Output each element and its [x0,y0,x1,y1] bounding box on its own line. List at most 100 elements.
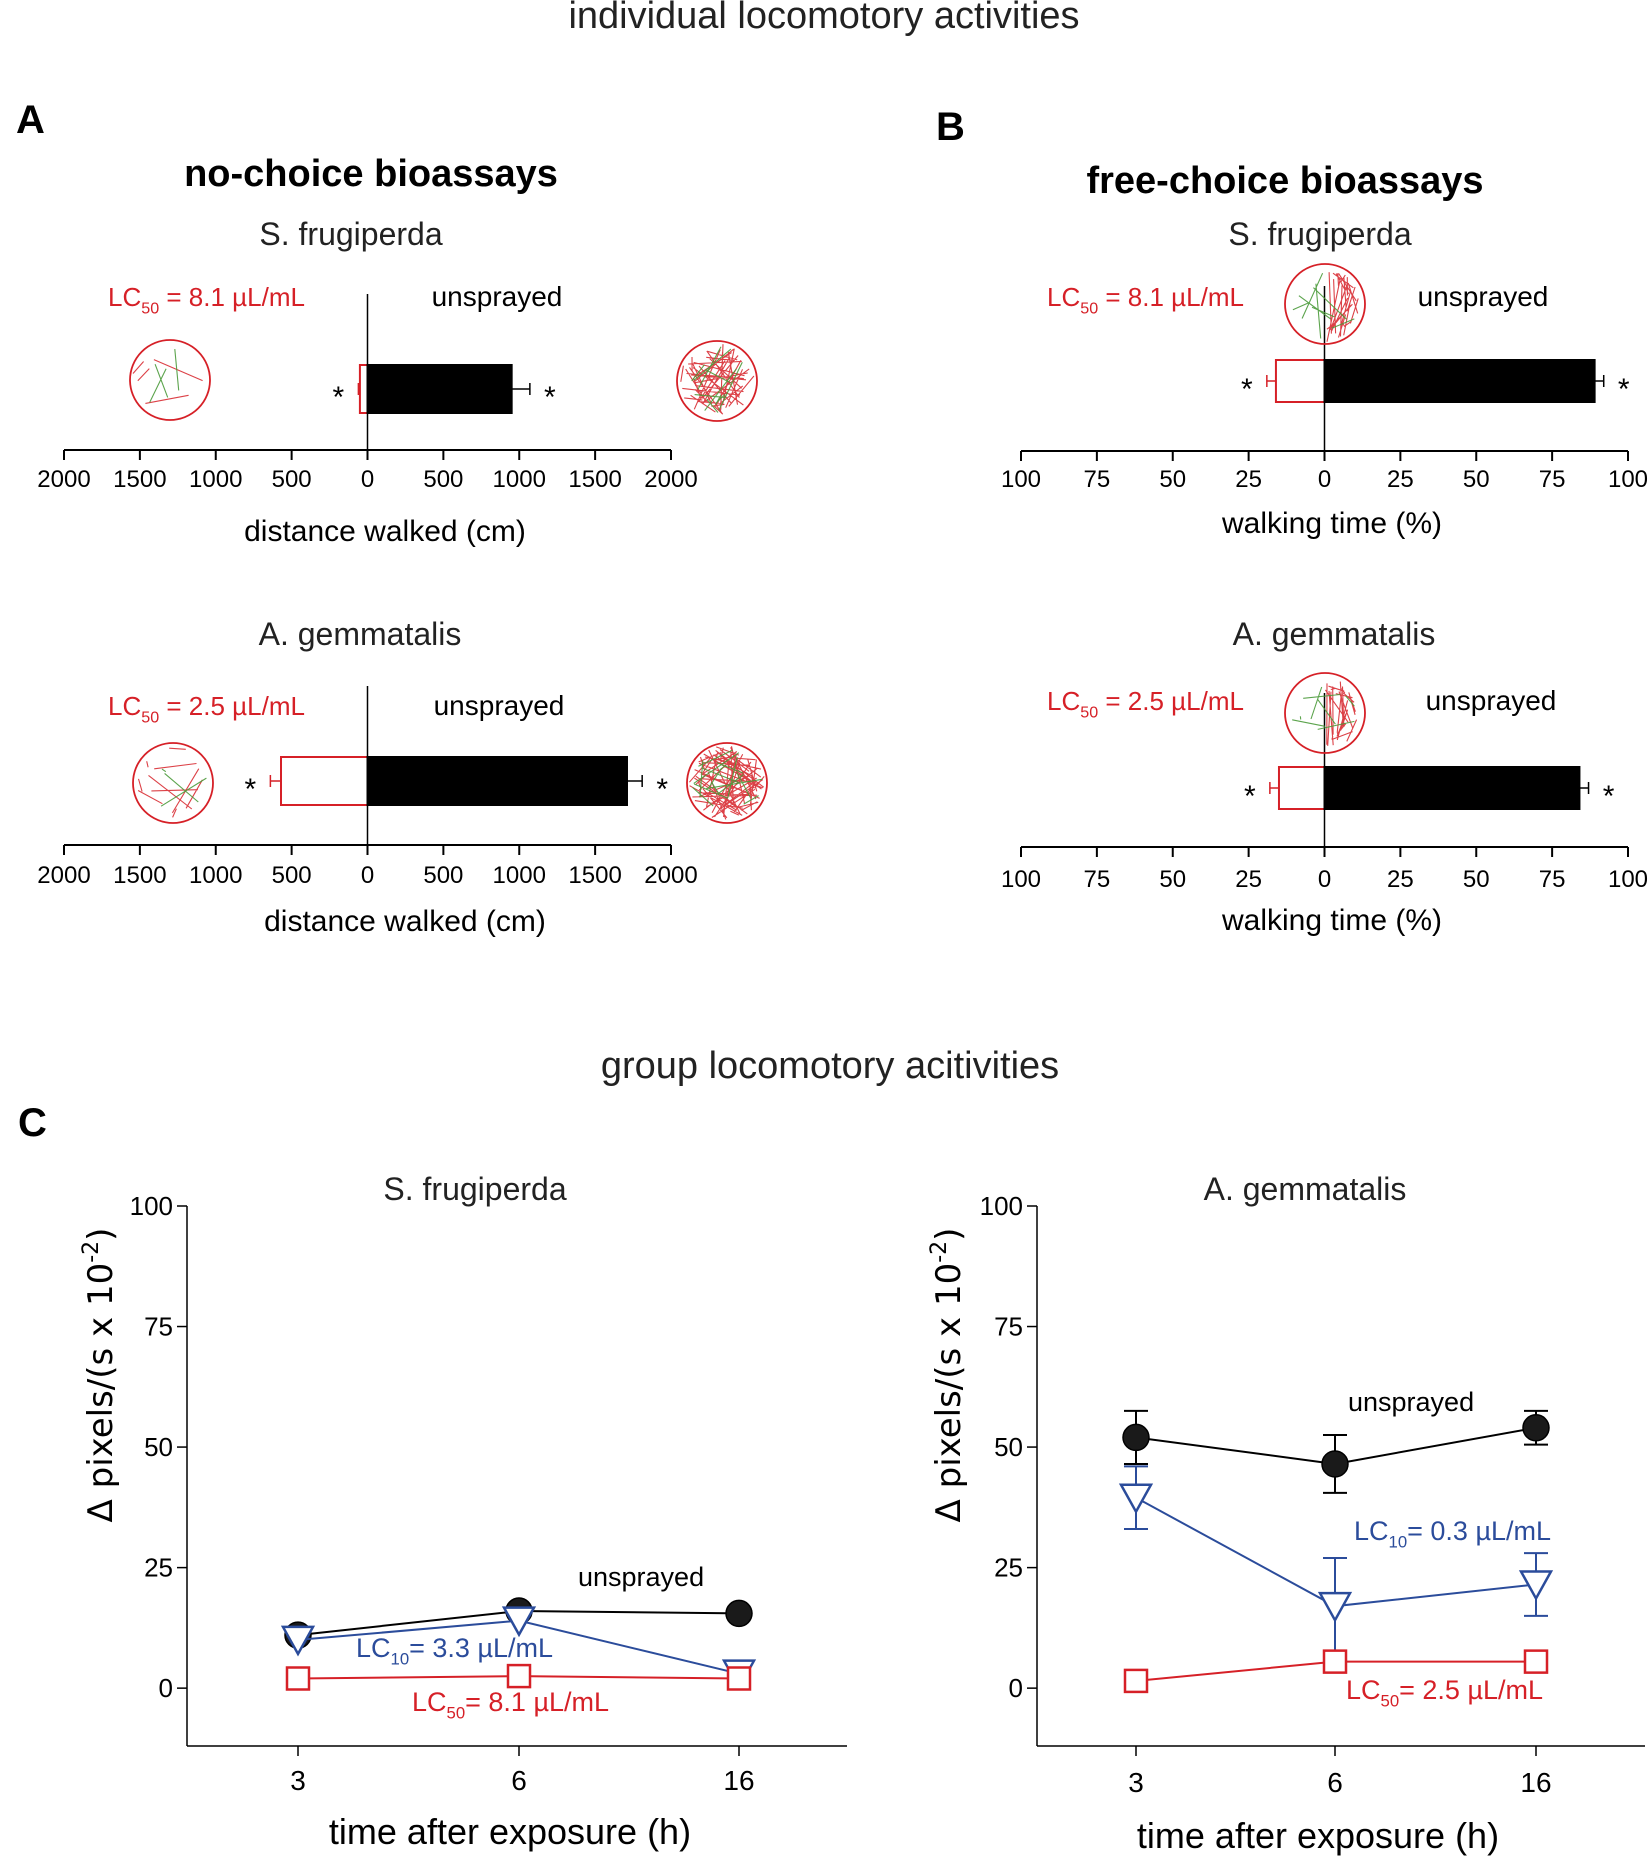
series-label: unsprayed [578,1562,704,1592]
species-title: S. frugiperda [1228,216,1411,252]
x-tick-label: 50 [1159,866,1186,893]
x-tick-label: 0 [1318,466,1331,493]
x-tick-label: 1000 [189,466,242,493]
data-point-square [506,1663,532,1689]
x-tick-label: 16 [1520,1767,1551,1798]
significance-marker: * [1241,373,1253,406]
section-title-group: group locomotory acitivities [601,1045,1059,1087]
arena-track-1-outline [129,339,211,421]
bar-treated [280,756,369,806]
arena-track-1 [1284,672,1366,754]
bar-panel-1: Ano-choice bioassays S. frugiperda LC50 = … [16,98,758,548]
data-point-triangle [501,1606,537,1638]
x-tick-label: 2000 [37,466,90,493]
treated-label: LC50 = 8.1 µL/mL [1047,282,1244,317]
x-tick-label: 1000 [189,862,242,889]
x-tick-label: 25 [1235,466,1262,493]
x-tick-label: 75 [1539,466,1566,493]
arena-track-1-track-red [137,747,203,818]
data-point-square [726,1666,752,1691]
arena-track-2-outline [676,340,758,422]
x-tick-label: 25 [1387,866,1414,893]
line-panel-1: C S. frugiperda 0 25 50 75 100 3 6 16 time after e… [18,1101,847,1852]
x-tick-label: 50 [1463,866,1490,893]
y-tick-label: 50 [144,1432,173,1462]
x-axis-label: walking time (%) [1221,507,1442,540]
bar-unsprayed [1323,359,1596,403]
line-panel-2: A. gemmatalis 0 25 50 75 100 3 6 16 time after ex… [927,1171,1645,1856]
x-tick-label: 2000 [644,862,697,889]
x-axis-label: time after exposure (h) [1137,1815,1499,1856]
x-tick-label: 100 [1001,866,1041,893]
panel-header: free-choice bioassays [1086,160,1483,202]
arena-track-2 [686,742,768,824]
x-tick-label: 75 [1084,866,1111,893]
bar-treated [358,364,369,414]
arena-track-1-track-green [149,349,180,403]
x-tick-label: 1500 [113,466,166,493]
y-tick-label: 0 [1009,1673,1023,1703]
x-tick-label: 0 [361,862,374,889]
arena-track-1-track-green [160,768,207,807]
data-point-circle [725,1599,753,1628]
species-title: S. frugiperda [383,1171,566,1207]
x-tick-label: 3 [1128,1767,1144,1798]
data-point-triangle [1118,1483,1154,1515]
unsprayed-label: unsprayed [432,281,563,312]
y-tick-label: 75 [994,1312,1023,1342]
data-point-triangle [280,1625,316,1657]
data-point-circle [1522,1414,1550,1442]
x-tick-label: 0 [1318,866,1331,893]
bar-panels: Ano-choice bioassays S. frugiperda LC50 = … [16,98,1648,938]
bar-unsprayed [366,364,513,414]
bar-unsprayed [1323,766,1581,810]
x-tick-label: 1500 [113,862,166,889]
x-tick-label: 50 [1463,466,1490,493]
series-label: LC10= 3.3 µL/mL [356,1633,553,1669]
y-tick-label: 100 [980,1191,1023,1221]
x-tick-label: 1500 [568,862,621,889]
arena-track-1-track-red [1324,681,1358,746]
arena-track-2 [676,340,758,422]
x-axis-label: walking time (%) [1221,904,1442,937]
data-point-square [285,1666,311,1691]
significance-marker: * [1244,780,1256,813]
x-tick-label: 100 [1608,466,1648,493]
x-axis-label: time after exposure (h) [329,1811,691,1852]
species-title: S. frugiperda [259,216,442,252]
x-tick-label: 500 [272,466,312,493]
x-tick-label: 16 [723,1765,754,1796]
arena-track-1 [1284,263,1366,345]
species-title: A. gemmatalis [259,616,462,652]
arena-track-2-track-green [692,749,763,807]
unsprayed-label: unsprayed [1418,281,1549,312]
y-tick-label: 0 [159,1673,173,1703]
panel-letter: C [18,1101,47,1145]
y-tick-label: 25 [994,1553,1023,1583]
significance-marker: * [245,773,257,806]
data-point-square [1322,1649,1348,1674]
arena-track-2-track-green [691,346,743,413]
y-tick-label: 25 [144,1553,173,1583]
x-tick-label: 2000 [644,466,697,493]
panel-letter: B [936,105,965,149]
arena-track-2-outline [686,742,768,824]
panel-header: no-choice bioassays [184,153,558,195]
species-title: A. gemmatalis [1204,1171,1407,1207]
x-axis-label: distance walked (cm) [264,905,546,938]
arena-track-1 [132,742,214,824]
treated-label: LC50 = 2.5 µL/mL [108,691,305,726]
significance-marker: * [1618,373,1630,406]
arena-track-1-outline [1284,672,1366,754]
data-point-triangle [1518,1570,1554,1602]
x-tick-label: 500 [423,862,463,889]
x-tick-label: 25 [1387,466,1414,493]
arena-track-1-track-red [132,359,203,404]
arena-track-1-track-green [1292,686,1355,730]
arena-track-1 [129,339,211,421]
treated-label: LC50 = 2.5 µL/mL [1047,686,1244,721]
data-point-circle [1321,1450,1349,1478]
x-tick-label: 500 [272,862,312,889]
x-tick-label: 75 [1084,466,1111,493]
